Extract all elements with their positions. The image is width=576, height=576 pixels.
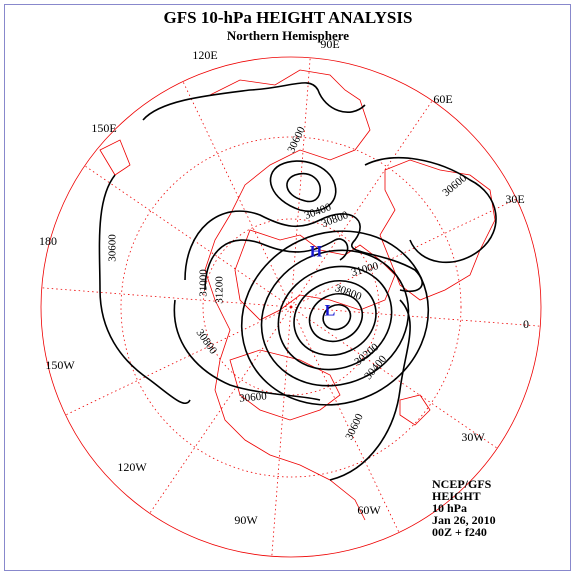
meridian [290, 306, 400, 533]
subtitle: Northern Hemisphere [227, 28, 349, 43]
info-line: 00Z + f240 [432, 525, 487, 539]
longitude-label: 0 [523, 317, 529, 331]
longitude-label: 30E [505, 192, 524, 206]
meridian [149, 306, 292, 514]
contour-label: 30600 [239, 390, 268, 404]
meridian [41, 287, 292, 308]
title: GFS 10-hPa HEIGHT ANALYSIS [164, 8, 413, 27]
contour-label: 31000 [350, 260, 380, 279]
longitude-label: 90E [320, 37, 339, 51]
meridian [271, 306, 292, 557]
meridian [65, 306, 292, 416]
contour-label: 30600 [343, 411, 366, 441]
info-line: HEIGHT [432, 489, 481, 503]
latitude-circle [120, 136, 462, 478]
contour-label: 30600 [285, 124, 308, 154]
longitude-label: 60E [433, 92, 452, 106]
longitude-label: 90W [234, 513, 258, 527]
info-line: 10 hPa [432, 501, 467, 515]
contour-label: 30800 [194, 327, 220, 357]
graticule [40, 56, 542, 558]
map-boundary [40, 56, 542, 558]
meridian [290, 306, 498, 449]
meridian [290, 306, 541, 327]
meridian [290, 57, 311, 308]
high-center: H [310, 244, 323, 261]
contour-label: 30600 [107, 234, 119, 262]
labels: 90E 60E 30E 0 30W 60W 90W 120W 150W 180 … [39, 37, 529, 539]
meridian [290, 198, 517, 308]
longitude-label: 60W [357, 503, 381, 517]
meridian [182, 81, 292, 308]
low-center: L [325, 303, 336, 320]
meridian [84, 165, 292, 308]
frame [4, 4, 571, 571]
info-line: NCEP/GFS [432, 477, 492, 491]
coastlines [99, 69, 496, 521]
latitude-circle [202, 218, 380, 396]
contour-label: 31000 [198, 269, 210, 297]
longitude-label: 180 [39, 234, 57, 248]
contours [98, 82, 497, 481]
longitude-label: 150E [91, 121, 116, 135]
longitude-label: 30W [461, 430, 485, 444]
contour-label: 31200 [214, 276, 226, 304]
info-line: Jan 26, 2010 [432, 513, 496, 527]
longitude-label: 120W [117, 460, 147, 474]
longitude-label: 120E [192, 48, 217, 62]
longitude-label: 150W [45, 358, 75, 372]
